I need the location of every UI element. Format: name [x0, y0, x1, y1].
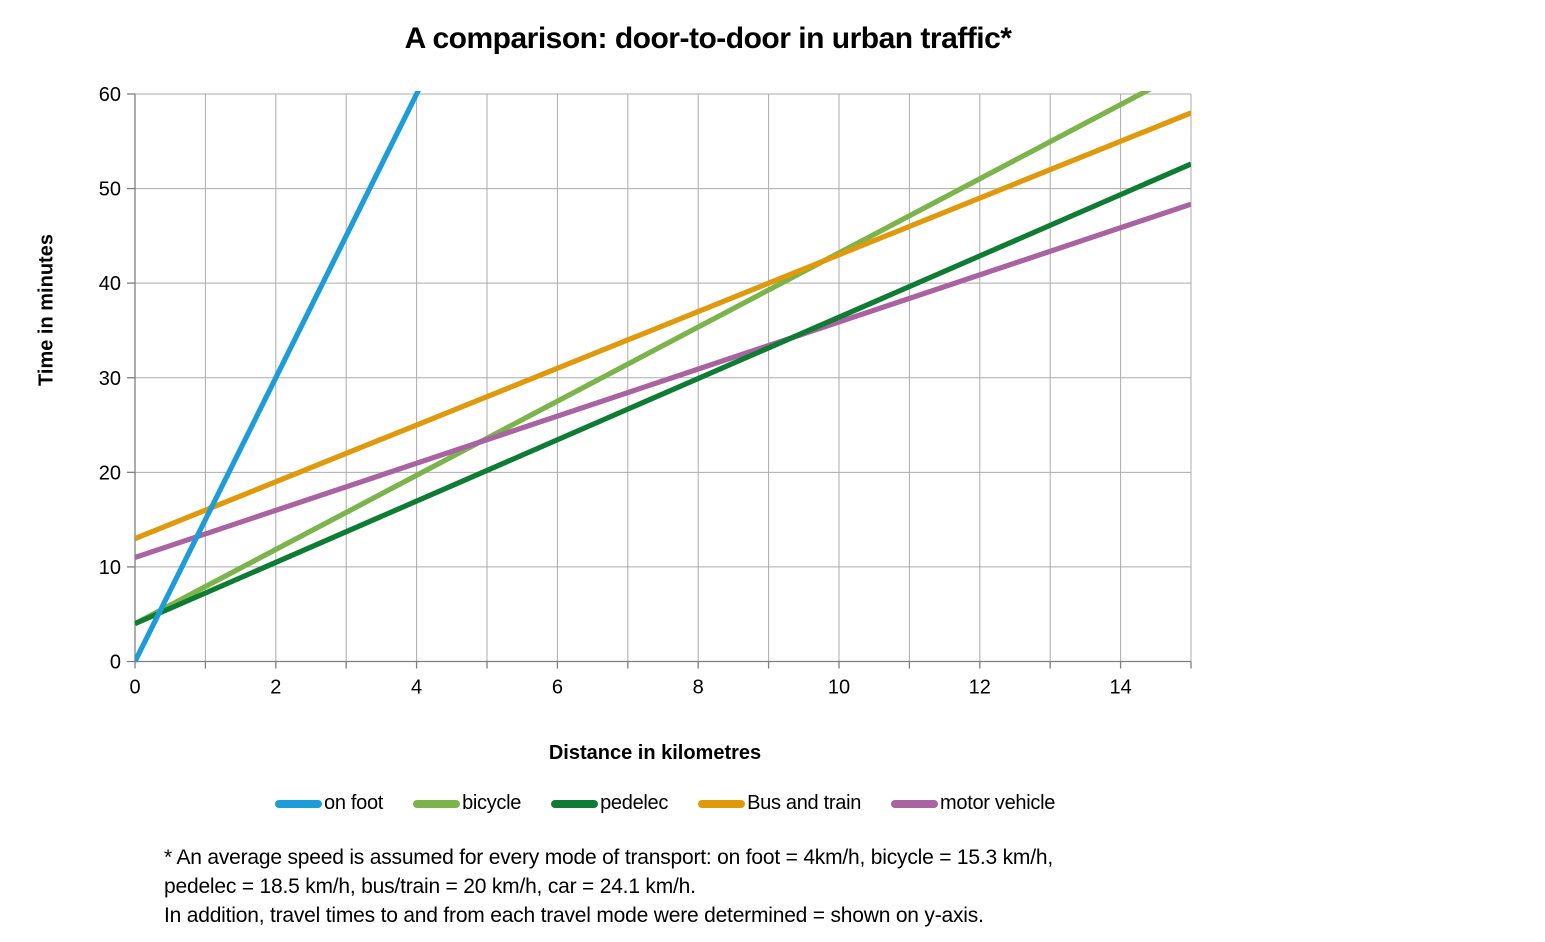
- series-line-bus-and-train: [135, 110, 1191, 541]
- x-tick-label: 14: [1109, 677, 1131, 699]
- legend-label: motor vehicle: [940, 792, 1056, 814]
- legend-swatch: [891, 799, 939, 808]
- tick-labels: 0 2 4 6 8 10 12 14 0 10 20 30 40 50 60: [99, 84, 1132, 699]
- footnote-line: pedelec = 18.5 km/h, bus/train = 20 km/h…: [164, 875, 696, 898]
- legend-item-motor-vehicle: motor vehicle: [891, 792, 1055, 815]
- y-axis-title: Time in minutes: [35, 234, 57, 386]
- y-tick-label: 50: [99, 179, 121, 201]
- axes: [127, 93, 1192, 669]
- series-line-bicycle: [135, 91, 1152, 626]
- series-lines: [135, 91, 1191, 663]
- x-axis-title: Distance in kilometres: [549, 742, 761, 764]
- legend-item-bus-and-train: Bus and train: [698, 792, 861, 815]
- series-line-on-foot: [135, 91, 421, 663]
- legend-label: bicycle: [462, 792, 522, 814]
- series-line-pedelec: [135, 161, 1191, 627]
- chart-legend: on foot bicycle pedelec Bus and train motor …: [275, 792, 1055, 815]
- legend-swatch: [275, 799, 322, 808]
- y-tick-label: 60: [99, 84, 121, 106]
- x-tick-label: 12: [969, 677, 991, 699]
- line-chart: 0 2 4 6 8 10 12 14 0 10 20 30 40 50 60 Distance in kil…: [35, 84, 1192, 764]
- legend-swatch: [551, 799, 599, 808]
- legend-item-pedelec: pedelec: [551, 792, 668, 815]
- x-tick-label: 10: [828, 677, 850, 699]
- legend-label: on foot: [324, 792, 384, 814]
- x-tick-label: 8: [693, 677, 704, 699]
- footnote-line: * An average speed is assumed for every …: [164, 846, 1053, 869]
- series-line-motor-vehicle: [135, 201, 1191, 560]
- y-tick-label: 0: [110, 652, 121, 674]
- legend-item-bicycle: bicycle: [413, 792, 521, 815]
- y-tick-label: 30: [99, 368, 121, 390]
- y-tick-label: 20: [99, 462, 121, 484]
- x-tick-label: 4: [411, 677, 422, 699]
- legend-swatch: [698, 799, 746, 808]
- y-tick-label: 40: [99, 273, 121, 295]
- x-tick-label: 6: [552, 677, 563, 699]
- footnote: * An average speed is assumed for every …: [164, 843, 1264, 930]
- x-tick-label: 2: [270, 677, 281, 699]
- gridlines: [135, 93, 1192, 662]
- legend-label: Bus and train: [747, 792, 862, 814]
- x-tick-label: 0: [129, 677, 140, 699]
- chart-title: A comparison: door-to-door in urban traf…: [404, 22, 1012, 55]
- legend-swatch: [413, 799, 461, 808]
- footnote-line: In addition, travel times to and from ea…: [164, 904, 984, 927]
- legend-label: pedelec: [600, 792, 669, 814]
- y-tick-label: 10: [99, 557, 121, 579]
- legend-item-on-foot: on foot: [275, 792, 383, 815]
